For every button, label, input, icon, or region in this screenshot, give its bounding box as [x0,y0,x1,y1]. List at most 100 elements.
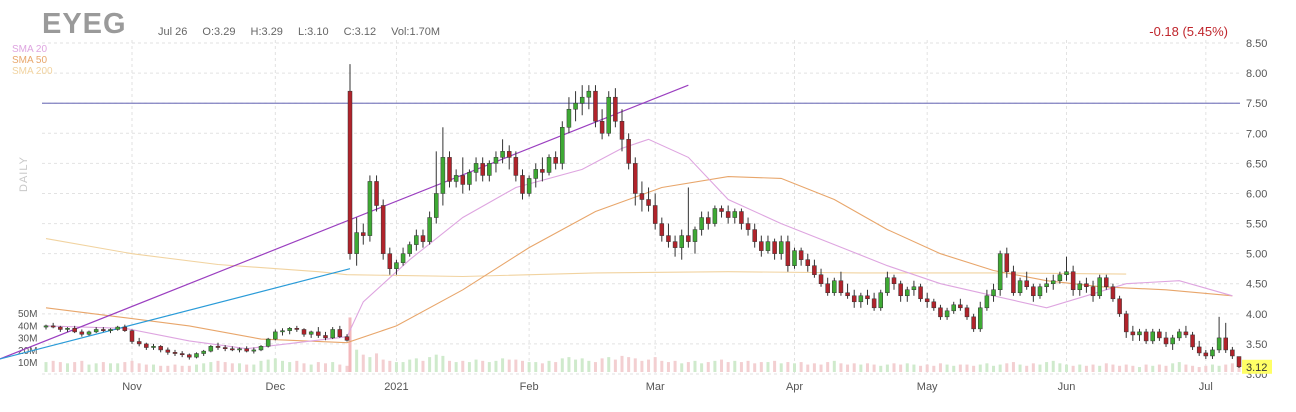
candle-body [1011,271,1016,294]
volume-bar [202,363,206,372]
volume-bar [786,362,790,372]
last-price-label: 3.12 [1246,362,1267,374]
candle-body [1150,331,1156,342]
y-tick-label: 4.00 [1246,309,1267,321]
candle-body [301,329,307,335]
volume-bar [123,362,127,372]
candle [344,334,350,342]
volume-bar [361,354,365,372]
candle-body [237,348,242,351]
candle-body [151,346,156,348]
candle [374,175,379,212]
candle-body [433,193,439,218]
candle-body [1183,331,1189,336]
volume-bar [554,362,558,372]
candle [407,241,412,257]
candle-body [958,304,963,309]
volume-bar [137,363,141,372]
candle-body [905,289,910,297]
volume-bar [331,362,335,372]
candle-body [347,90,353,254]
candle-body [652,205,658,224]
candle-body [752,229,757,242]
candle [805,253,811,272]
volume-bar [494,360,498,372]
candle [546,154,552,176]
candle-body [129,330,135,342]
candle [1011,265,1016,296]
candle [1150,328,1156,344]
candle [1196,340,1202,356]
candle [613,88,618,128]
candle [387,247,393,275]
candle-body [367,181,373,236]
candle-body [1170,337,1175,345]
volume-bar [1018,364,1022,372]
volume-bar [487,362,491,372]
candle-body [885,277,890,294]
candle-body [374,181,379,206]
candle-body [778,241,784,254]
candle-body [361,232,366,236]
volume-bar [932,365,936,372]
candle [672,235,678,257]
volume-bar [309,364,313,372]
volume-bar [1058,363,1062,372]
volume-bar [1177,362,1181,372]
candle [958,298,963,311]
candle-body [58,326,63,330]
candle-body [280,330,285,333]
candle-body [560,127,565,164]
candle [745,217,751,236]
volume-bar [852,363,856,372]
candle-body [924,298,930,303]
candle-body [699,217,704,230]
candle-body [772,241,777,254]
candle-body [201,350,206,354]
candle-body [858,295,864,303]
volume-bar [925,364,929,372]
candle-body [144,343,149,348]
candle-body [1137,331,1142,336]
candle-body [1050,280,1056,284]
candle-body [759,241,764,251]
candle [179,351,185,358]
candle [337,325,343,338]
candle-body [898,283,903,297]
candle-body [838,280,844,294]
candle-body [546,157,552,173]
candle-body [1077,283,1083,291]
readout-volume: Vol:1.70M [391,26,441,38]
candle [1050,274,1056,290]
candle-body [1123,313,1129,333]
volume-bar [1124,364,1128,372]
candle-body [1097,277,1102,297]
candle [1137,328,1142,341]
candle [208,345,214,353]
volume-bar [116,363,120,372]
volume-bar [109,363,112,372]
candle [652,193,658,230]
candle [1143,328,1149,344]
sma20-line [45,138,1233,350]
candle-body [951,304,956,312]
sma50-line [45,176,1233,344]
volume-tick-label: 50M [18,309,37,320]
candle-body [911,286,917,291]
volume-bar [567,357,571,372]
volume-bar [865,363,869,372]
volume-bar [381,359,385,372]
candle-body [122,326,128,331]
volume-bar [1191,365,1195,372]
candle [187,353,192,360]
candle [851,289,857,308]
candle-body [344,336,350,341]
candle [237,347,242,353]
candle [845,283,850,299]
candle-body [686,235,691,242]
candle-body [566,108,572,128]
candle [93,327,99,334]
volume-bar [1151,365,1155,372]
candle [294,325,300,332]
